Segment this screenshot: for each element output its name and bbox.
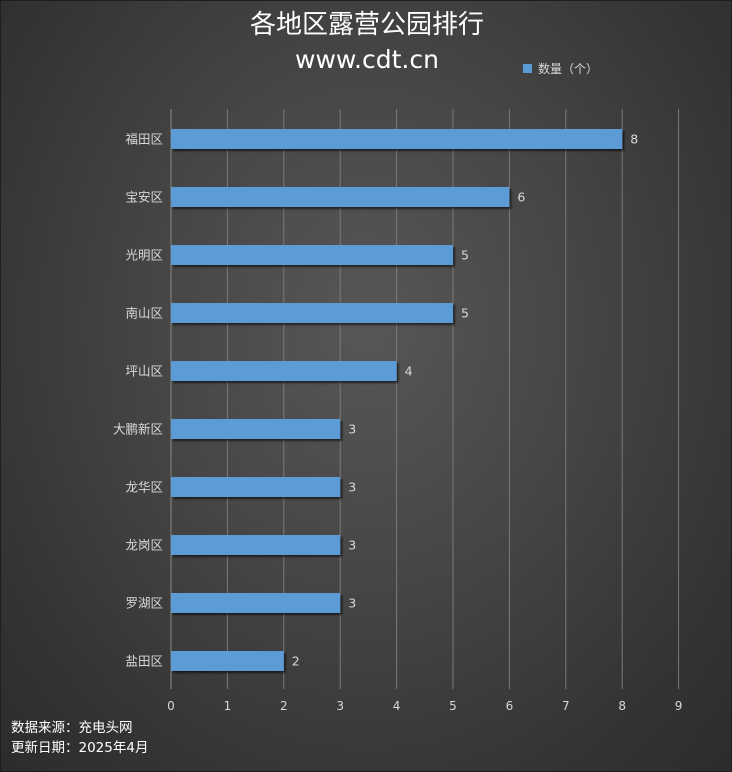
bar [171, 303, 453, 323]
x-tick-label: 6 [506, 699, 514, 713]
data-label: 3 [348, 422, 356, 437]
chart-subtitle: www.cdt.cn [295, 45, 439, 74]
category-label: 宝安区 [125, 190, 163, 205]
x-tick-label: 2 [280, 699, 288, 713]
bar [171, 419, 341, 439]
x-tick-label: 9 [675, 699, 683, 713]
bar [171, 593, 341, 613]
x-tick-label: 7 [562, 699, 570, 713]
data-label: 4 [405, 364, 413, 379]
x-tick-label: 3 [336, 699, 344, 713]
category-label: 龙华区 [125, 480, 163, 495]
bar [171, 361, 397, 381]
category-label: 罗湖区 [125, 596, 163, 611]
x-tick-label: 1 [224, 699, 232, 713]
category-label: 光明区 [125, 248, 163, 263]
category-label: 大鹏新区 [113, 422, 163, 437]
data-label: 5 [461, 306, 469, 321]
category-label: 坪山区 [125, 364, 163, 379]
category-label: 南山区 [125, 306, 163, 321]
data-label: 5 [461, 248, 469, 263]
category-label: 龙岗区 [125, 538, 163, 553]
data-label: 2 [292, 654, 300, 669]
data-label: 3 [348, 480, 356, 495]
bar [171, 651, 284, 671]
bar [171, 535, 341, 555]
bar [171, 245, 453, 265]
data-source: 数据来源：充电头网 [11, 720, 133, 736]
x-tick-label: 0 [167, 699, 175, 713]
data-label: 8 [630, 132, 638, 147]
data-label: 3 [348, 596, 356, 611]
bar [171, 477, 341, 497]
chart-title: 各地区露营公园排行 [249, 10, 484, 40]
legend-swatch [523, 63, 532, 73]
category-label: 福田区 [125, 132, 163, 147]
x-tick-label: 5 [449, 699, 457, 713]
bar [171, 187, 510, 207]
legend: 数量（个） [523, 59, 598, 77]
x-tick-label: 4 [393, 699, 401, 713]
bar [171, 129, 623, 149]
legend-label: 数量（个） [538, 61, 599, 76]
x-tick-label: 8 [618, 699, 626, 713]
update-date: 更新日期：2025年4月 [11, 740, 149, 756]
data-label: 6 [517, 190, 525, 205]
category-label: 盐田区 [125, 654, 163, 669]
data-label: 3 [348, 538, 356, 553]
